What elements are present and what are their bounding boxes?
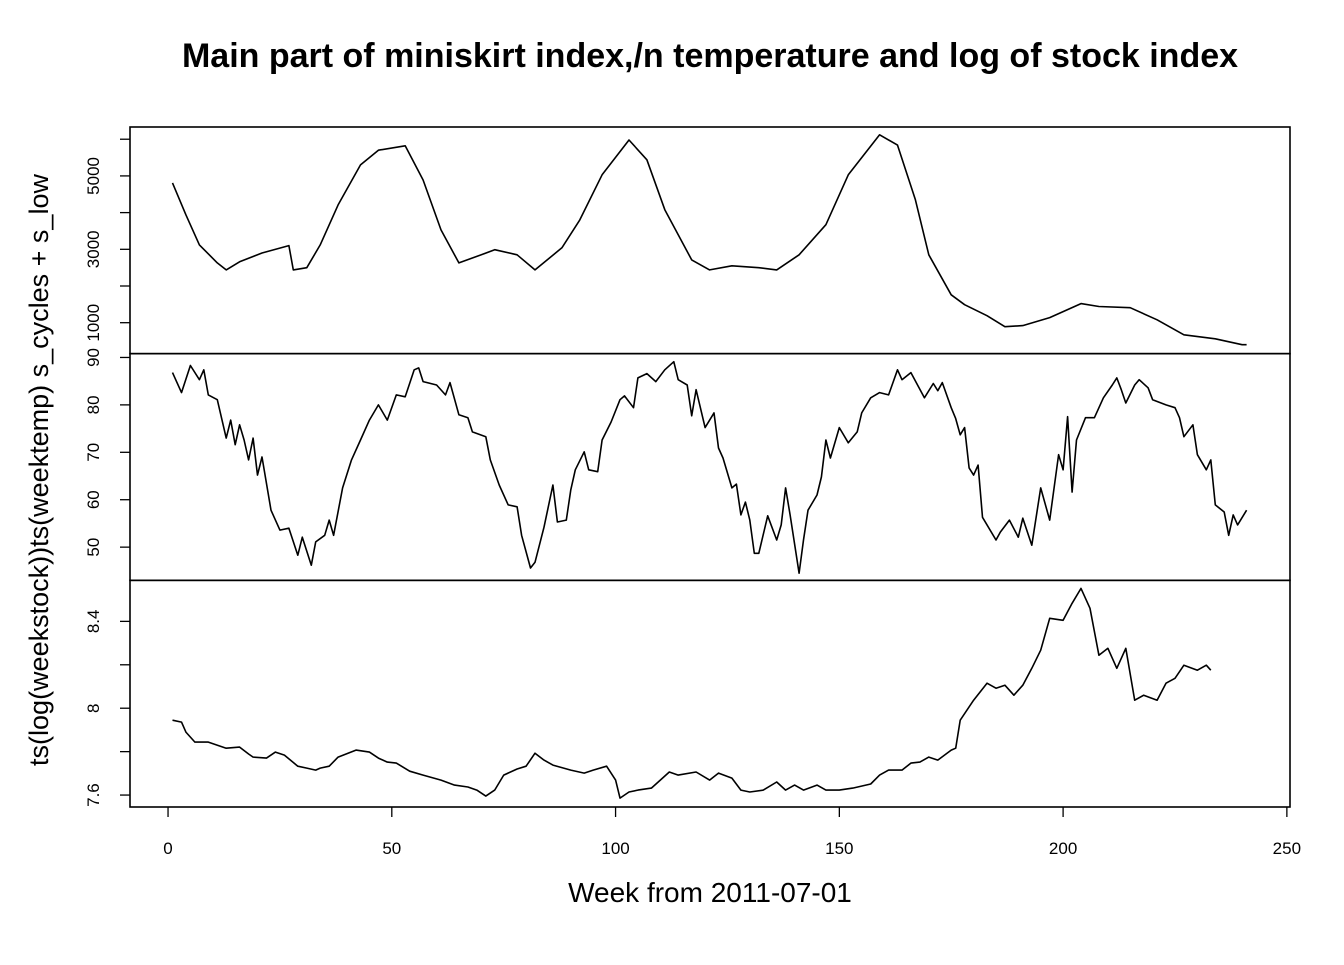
y-tick-label: 50 [84, 538, 103, 557]
x-tick-label: 200 [1049, 839, 1077, 858]
x-tick-label: 0 [163, 839, 172, 858]
x-tick-label: 50 [382, 839, 401, 858]
y-tick-label: 7.6 [84, 783, 103, 807]
x-axis-label: Week from 2011-07-01 [568, 877, 852, 908]
y-tick-label: 8.4 [84, 610, 103, 634]
y-tick-label: 8 [84, 703, 103, 712]
x-tick-label: 100 [601, 839, 629, 858]
y-axis-label: ts(log(weekstock))ts(weektemp) s_cycles … [24, 174, 54, 766]
data-line [171, 134, 1247, 346]
panel-frame [129, 579, 1291, 808]
y-tick-label: 3000 [84, 230, 103, 268]
y-tick-label: 80 [84, 395, 103, 414]
y-tick-label: 5000 [84, 157, 103, 195]
chart-title: Main part of miniskirt index,/n temperat… [182, 37, 1238, 75]
x-tick-label: 250 [1273, 839, 1301, 858]
data-line [171, 360, 1248, 574]
data-line [172, 587, 1212, 799]
y-tick-label: 60 [84, 490, 103, 509]
y-tick-label: 1000 [84, 304, 103, 342]
x-tick-label: 150 [825, 839, 853, 858]
y-tick-label: 90 [84, 348, 103, 367]
y-tick-label: 70 [84, 443, 103, 462]
